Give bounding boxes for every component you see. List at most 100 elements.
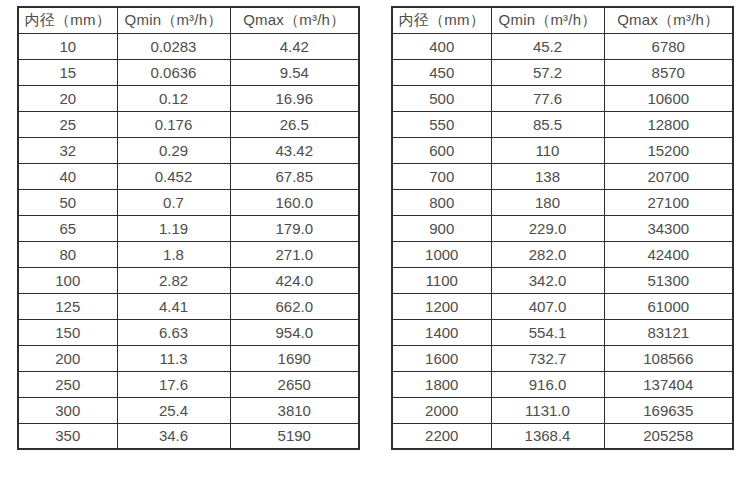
table-row: 320.2943.42	[18, 137, 359, 163]
table-cell: 282.0	[491, 241, 604, 267]
table-cell: 800	[392, 189, 491, 215]
table-row: 801.8271.0	[18, 241, 359, 267]
table-cell: 4.42	[230, 33, 359, 59]
column-header: 内径（mm）	[18, 7, 117, 33]
table-row: 25017.62650	[18, 371, 359, 397]
table-cell: 10600	[604, 85, 733, 111]
table-cell: 0.29	[117, 137, 230, 163]
table-cell: 400	[392, 33, 491, 59]
table-cell: 110	[491, 137, 604, 163]
table-row: 1000282.042400	[392, 241, 733, 267]
table-cell: 108566	[604, 345, 733, 371]
table-cell: 9.54	[230, 59, 359, 85]
table-cell: 34300	[604, 215, 733, 241]
table-cell: 271.0	[230, 241, 359, 267]
table-cell: 2000	[392, 397, 491, 423]
table-cell: 50	[18, 189, 117, 215]
table-cell: 67.85	[230, 163, 359, 189]
table-cell: 6.63	[117, 319, 230, 345]
table-row: 1400554.183121	[392, 319, 733, 345]
table-cell: 732.7	[491, 345, 604, 371]
column-header: Qmax（m³/h）	[230, 7, 359, 33]
table-cell: 51300	[604, 267, 733, 293]
table-cell: 85.5	[491, 111, 604, 137]
table-row: 1800916.0137404	[392, 371, 733, 397]
table-cell: 2650	[230, 371, 359, 397]
header-row: 内径（mm）Qmin（m³/h）Qmax（m³/h）	[392, 7, 733, 33]
table-row: 80018027100	[392, 189, 733, 215]
table-cell: 15200	[604, 137, 733, 163]
table-row: 60011015200	[392, 137, 733, 163]
table-row: 1600732.7108566	[392, 345, 733, 371]
table-cell: 12800	[604, 111, 733, 137]
table-cell: 450	[392, 59, 491, 85]
table-cell: 1368.4	[491, 423, 604, 449]
table-cell: 229.0	[491, 215, 604, 241]
table-cell: 20700	[604, 163, 733, 189]
table-row: 70013820700	[392, 163, 733, 189]
table-cell: 137404	[604, 371, 733, 397]
table-row: 500.7160.0	[18, 189, 359, 215]
table-cell: 8570	[604, 59, 733, 85]
table-cell: 916.0	[491, 371, 604, 397]
table-cell: 424.0	[230, 267, 359, 293]
table-row: 20001131.0169635	[392, 397, 733, 423]
table-row: 100.02834.42	[18, 33, 359, 59]
table-row: 1002.82424.0	[18, 267, 359, 293]
table-row: 250.17626.5	[18, 111, 359, 137]
table-cell: 1200	[392, 293, 491, 319]
table-cell: 1.8	[117, 241, 230, 267]
table-cell: 25	[18, 111, 117, 137]
table-cell: 45.2	[491, 33, 604, 59]
table-cell: 169635	[604, 397, 733, 423]
table-cell: 160.0	[230, 189, 359, 215]
table-row: 1100342.051300	[392, 267, 733, 293]
table-cell: 77.6	[491, 85, 604, 111]
table-cell: 26.5	[230, 111, 359, 137]
table-cell: 1000	[392, 241, 491, 267]
table-cell: 954.0	[230, 319, 359, 345]
column-header: Qmin（m³/h）	[117, 7, 230, 33]
table-cell: 407.0	[491, 293, 604, 319]
table-row: 35034.65190	[18, 423, 359, 449]
flow-spec-table-large-diameters: 内径（mm）Qmin（m³/h）Qmax（m³/h）40045.26780450…	[391, 6, 734, 450]
table-cell: 10	[18, 33, 117, 59]
table-row: 1254.41662.0	[18, 293, 359, 319]
table-cell: 125	[18, 293, 117, 319]
table-cell: 0.0636	[117, 59, 230, 85]
table-row: 1200407.061000	[392, 293, 733, 319]
table-row: 50077.610600	[392, 85, 733, 111]
column-header: Qmin（m³/h）	[491, 7, 604, 33]
table-cell: 83121	[604, 319, 733, 345]
table-row: 20011.31690	[18, 345, 359, 371]
table-cell: 61000	[604, 293, 733, 319]
table-cell: 554.1	[491, 319, 604, 345]
table-cell: 1800	[392, 371, 491, 397]
table-cell: 900	[392, 215, 491, 241]
table-cell: 57.2	[491, 59, 604, 85]
table-cell: 0.12	[117, 85, 230, 111]
table-cell: 1131.0	[491, 397, 604, 423]
table-cell: 700	[392, 163, 491, 189]
table-cell: 15	[18, 59, 117, 85]
table-cell: 1600	[392, 345, 491, 371]
table-cell: 25.4	[117, 397, 230, 423]
column-header: Qmax（m³/h）	[604, 7, 733, 33]
table-cell: 0.7	[117, 189, 230, 215]
table-cell: 662.0	[230, 293, 359, 319]
table-row: 22001368.4205258	[392, 423, 733, 449]
table-row: 55085.512800	[392, 111, 733, 137]
table-cell: 1100	[392, 267, 491, 293]
table-cell: 1400	[392, 319, 491, 345]
table-row: 150.06369.54	[18, 59, 359, 85]
table-cell: 20	[18, 85, 117, 111]
table-cell: 40	[18, 163, 117, 189]
table-cell: 180	[491, 189, 604, 215]
table-cell: 43.42	[230, 137, 359, 163]
table-cell: 0.0283	[117, 33, 230, 59]
table-cell: 11.3	[117, 345, 230, 371]
table-cell: 1.19	[117, 215, 230, 241]
table-cell: 150	[18, 319, 117, 345]
table-row: 651.19179.0	[18, 215, 359, 241]
table-cell: 80	[18, 241, 117, 267]
